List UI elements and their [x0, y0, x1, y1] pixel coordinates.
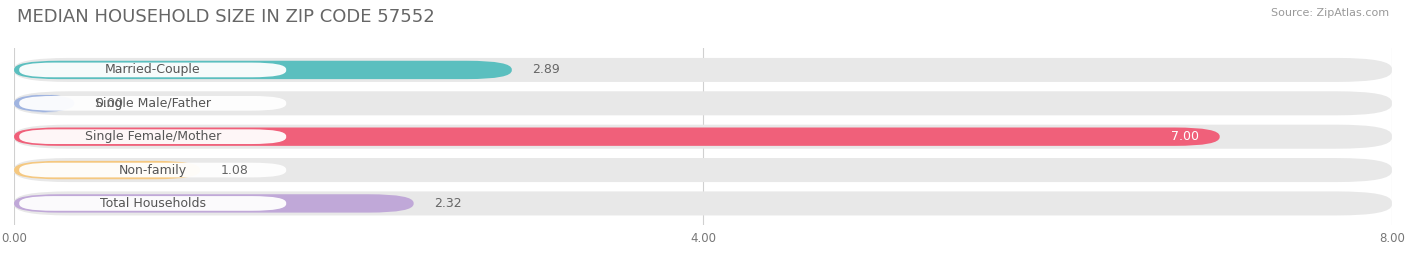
- Text: Total Households: Total Households: [100, 197, 205, 210]
- Text: Non-family: Non-family: [118, 163, 187, 177]
- FancyBboxPatch shape: [14, 61, 512, 79]
- Text: 7.00: 7.00: [1171, 130, 1199, 143]
- FancyBboxPatch shape: [14, 58, 1392, 82]
- FancyBboxPatch shape: [14, 194, 413, 213]
- FancyBboxPatch shape: [14, 191, 1392, 215]
- FancyBboxPatch shape: [14, 94, 75, 113]
- FancyBboxPatch shape: [20, 96, 287, 111]
- Text: 0.00: 0.00: [96, 97, 122, 110]
- Text: 1.08: 1.08: [221, 163, 249, 177]
- FancyBboxPatch shape: [20, 196, 287, 211]
- Text: Married-Couple: Married-Couple: [105, 64, 201, 76]
- FancyBboxPatch shape: [20, 129, 287, 144]
- FancyBboxPatch shape: [14, 128, 1219, 146]
- FancyBboxPatch shape: [20, 163, 287, 177]
- Text: MEDIAN HOUSEHOLD SIZE IN ZIP CODE 57552: MEDIAN HOUSEHOLD SIZE IN ZIP CODE 57552: [17, 8, 434, 26]
- Text: 2.89: 2.89: [533, 64, 560, 76]
- FancyBboxPatch shape: [14, 161, 200, 179]
- FancyBboxPatch shape: [14, 125, 1392, 149]
- Text: Single Male/Father: Single Male/Father: [94, 97, 211, 110]
- FancyBboxPatch shape: [20, 63, 287, 77]
- Text: Single Female/Mother: Single Female/Mother: [84, 130, 221, 143]
- FancyBboxPatch shape: [14, 91, 1392, 115]
- Text: 2.32: 2.32: [434, 197, 463, 210]
- FancyBboxPatch shape: [14, 158, 1392, 182]
- Text: Source: ZipAtlas.com: Source: ZipAtlas.com: [1271, 8, 1389, 18]
